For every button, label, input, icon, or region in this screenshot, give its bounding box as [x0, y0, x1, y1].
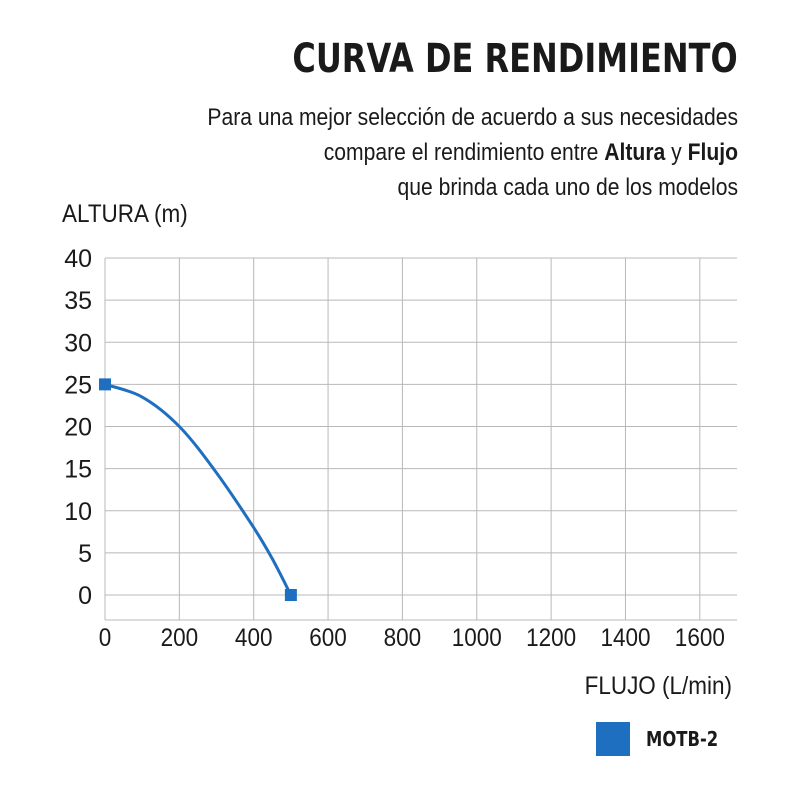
x-axis-label: FLUJO (L/min) [585, 672, 732, 700]
chart-title: CURVA DE RENDIMIENTO [292, 36, 738, 82]
series-line-0 [104, 382, 293, 596]
y-tick-label-20: 20 [64, 414, 92, 442]
y-tick-labels: 0 5 10 15 20 25 30 35 40 [64, 245, 92, 610]
subtitle-line-2-start: compare el rendimiento entre [323, 139, 605, 166]
x-tick-labels: 0 200 400 600 800 1000 1200 1400 1600 [99, 624, 725, 652]
x-tick-label-1600: 1600 [675, 624, 725, 652]
x-tick-label-800: 800 [384, 624, 422, 652]
x-tick-label-1400: 1400 [600, 624, 650, 652]
legend: MOTB-2 [596, 722, 734, 756]
chart-grid [104, 257, 737, 621]
legend-label-motb-2: MOTB-2 [646, 727, 719, 751]
y-tick-label-10: 10 [64, 498, 92, 526]
legend-swatch-motb-2 [596, 722, 630, 756]
subtitle-line-1: Para una mejor selección de acuerdo a su… [207, 104, 738, 131]
y-tick-label-5: 5 [78, 540, 92, 568]
x-tick-label-0: 0 [99, 624, 112, 652]
subtitle-flujo: Flujo [687, 139, 738, 166]
subtitle-line-3: que brinda cada uno de los modelos [397, 174, 738, 201]
chart-subtitle: Para una mejor selección de acuerdo a su… [207, 100, 738, 205]
x-tick-label-400: 400 [235, 624, 273, 652]
y-axis-label: ALTURA (m) [62, 200, 188, 228]
y-tick-label-40: 40 [64, 245, 92, 273]
x-tick-label-1000: 1000 [452, 624, 502, 652]
series-marker-0-1 [284, 589, 297, 601]
series-marker-0-0 [99, 378, 111, 391]
x-tick-label-200: 200 [161, 624, 199, 652]
x-tick-label-1200: 1200 [526, 624, 576, 652]
y-tick-label-30: 30 [64, 329, 92, 357]
y-tick-label-0: 0 [78, 582, 92, 610]
y-tick-label-35: 35 [64, 287, 92, 315]
subtitle-altura: Altura [604, 139, 666, 166]
subtitle-line-2-mid: y [665, 139, 688, 166]
y-tick-label-15: 15 [64, 456, 92, 484]
series-layer [99, 378, 297, 601]
x-tick-label-600: 600 [309, 624, 347, 652]
y-tick-label-25: 25 [64, 371, 92, 399]
subtitle-line-2: compare el rendimiento entre Altura y Fl… [207, 135, 738, 170]
